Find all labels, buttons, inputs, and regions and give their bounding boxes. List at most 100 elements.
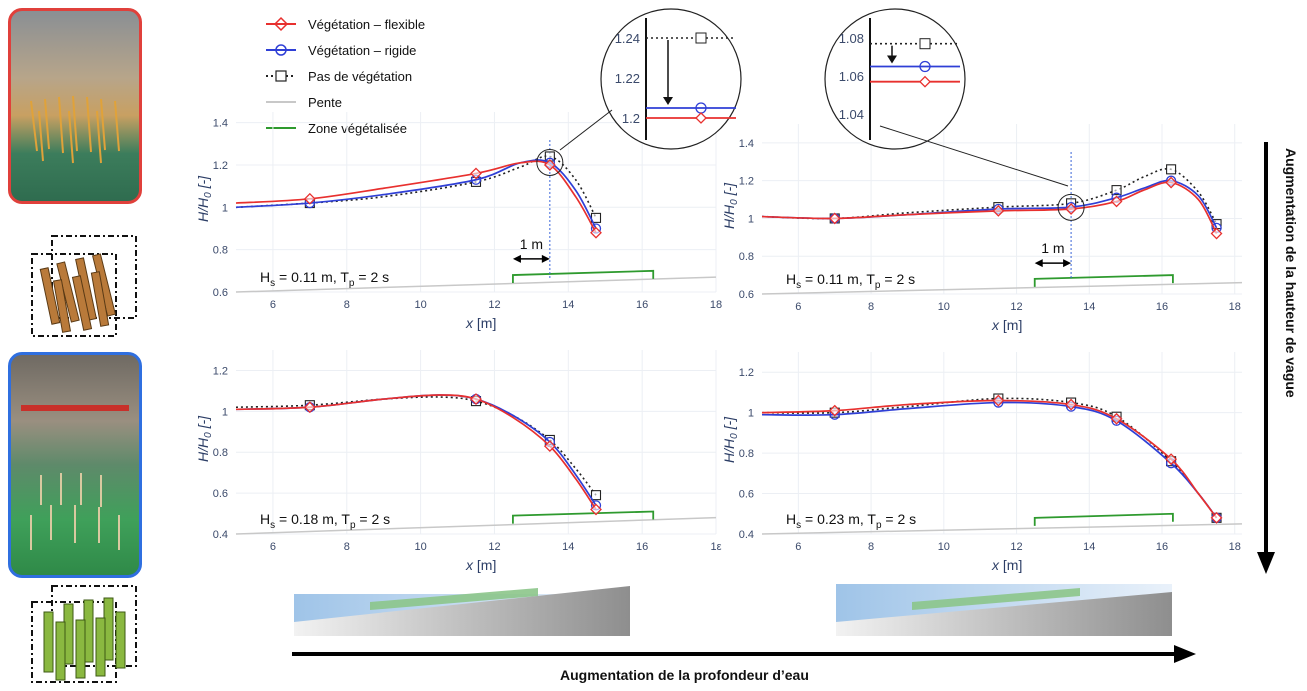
marker-flexible — [992, 204, 1005, 217]
x-tick-label: 16 — [1156, 541, 1168, 553]
vegetation-zone-bracket — [1033, 274, 1174, 287]
legend-flexible-label: Végétation – flexible — [308, 17, 425, 32]
arrow-wave-height — [1257, 142, 1275, 574]
chart-panel-bottom-right: 0.4 0.6 0.8 1 1.2 6 8 10 12 14 16 18 H/H0 [-] x [m] Hs… — [722, 352, 1243, 573]
zoom-inset-top-left: 1.24 1.22 1.2 — [600, 8, 742, 150]
legend-slope-label: Pente — [308, 95, 342, 110]
y-tick-label: 1 — [748, 408, 754, 420]
y-tick-label: 1.4 — [213, 118, 228, 130]
x-tick-label: 12 — [1010, 541, 1022, 553]
slope-line — [761, 523, 1243, 535]
legend-slope: Pente — [266, 95, 342, 110]
x-tick-label: 18 — [1229, 541, 1241, 553]
marker-none — [1166, 164, 1177, 175]
x-tick-label: 6 — [795, 541, 801, 553]
x-axis-label: x [m] — [465, 315, 496, 331]
y-tick-label: 1.2 — [739, 367, 754, 379]
vegetation-zone-bracket — [1033, 512, 1174, 526]
inset-tick-label: 1.2 — [622, 111, 640, 126]
y-tick-label: 0.6 — [739, 489, 754, 501]
x-tick-label: 10 — [414, 541, 426, 553]
legend-none: Pas de végétation — [266, 69, 412, 84]
x-tick-label: 6 — [270, 299, 276, 311]
series-markers-flexible — [828, 394, 1223, 524]
marker-flexible — [992, 394, 1005, 407]
x-tick-label: 1ε — [710, 541, 721, 553]
sketch-flexible-stems — [28, 232, 140, 340]
wave-condition-annotation: Hs = 0.11 m, Tp = 2 s — [260, 269, 389, 289]
vegetation-zone-bracket — [512, 510, 655, 524]
legend-zone: Zone végétalisée — [266, 121, 407, 136]
one-meter-label: 1 m — [520, 236, 543, 252]
slope-line — [235, 516, 717, 535]
photo-rigid-vegetation — [8, 352, 142, 578]
y-tick-label: 0.8 — [739, 448, 754, 460]
y-tick-label: 0.8 — [213, 245, 228, 257]
marker-flexible — [1165, 453, 1178, 466]
chart-panel-bottom-left: 0.4 0.6 0.8 1 1.2 6 8 10 12 14 16 1ε H/H0 [-] x [m] Hs… — [196, 350, 722, 573]
y-tick-label: 1.2 — [739, 176, 754, 188]
y-tick-label: 1 — [748, 213, 754, 225]
x-tick-label: 12 — [488, 299, 500, 311]
y-tick-label: 1.4 — [739, 138, 754, 150]
slope-line — [235, 276, 717, 293]
x-tick-label: 12 — [488, 541, 500, 553]
inset-marker-rigid — [919, 60, 931, 73]
marker-flexible — [590, 503, 602, 516]
depth-sketch-deep — [836, 584, 1172, 636]
y-tick-label: 1 — [222, 202, 228, 214]
y-axis-label: H/H0 [-] — [722, 182, 740, 229]
inset-marker-none — [919, 38, 931, 50]
series-markers-flexible — [828, 176, 1223, 240]
inset-tick-label: 1.24 — [615, 31, 640, 46]
x-axis-label: x [m] — [991, 557, 1022, 573]
marker-flexible — [543, 440, 556, 453]
x-tick-label: 18 — [710, 299, 722, 311]
x-tick-label: 16 — [1156, 301, 1168, 313]
inset-tick-label: 1.04 — [839, 107, 864, 122]
one-meter-arrowhead-left — [1034, 259, 1043, 268]
zoom-inset-top-right: 1.08 1.06 1.04 — [824, 8, 966, 150]
marker-flexible — [1065, 398, 1078, 411]
y-tick-label: 0.4 — [213, 529, 228, 541]
zoom-circle — [536, 148, 564, 176]
marker-none — [590, 490, 602, 501]
y-tick-label: 0.6 — [213, 287, 228, 299]
inset-marker-none — [695, 32, 707, 44]
slope-line — [761, 281, 1243, 295]
marker-none — [1111, 185, 1122, 196]
marker-flexible — [303, 401, 316, 414]
vegetation-zone-bracket — [512, 269, 655, 284]
x-tick-label: 8 — [344, 299, 350, 311]
inset-marker-flexible — [919, 75, 931, 88]
wave-condition-annotation: Hs = 0.11 m, Tp = 2 s — [786, 271, 915, 291]
inset-drop-arrowhead — [887, 55, 897, 64]
legend-rigid: Végétation – rigide — [266, 43, 416, 58]
wave-condition-annotation: Hs = 0.18 m, Tp = 2 s — [260, 511, 390, 531]
y-tick-label: 0.6 — [213, 488, 228, 500]
inset-drop-arrowhead — [663, 97, 673, 105]
x-tick-label: 14 — [1083, 301, 1095, 313]
inset-tick-label: 1.08 — [839, 31, 864, 46]
marker-flexible — [1210, 227, 1223, 240]
x-tick-label: 8 — [868, 301, 874, 313]
series-line-flexible — [761, 181, 1218, 234]
y-tick-label: 0.4 — [739, 529, 754, 541]
y-tick-label: 0.8 — [739, 251, 754, 263]
legend-rigid-label: Végétation – rigide — [308, 43, 416, 58]
marker-flexible — [1065, 203, 1078, 215]
x-tick-label: 8 — [868, 541, 874, 553]
marker-flexible — [590, 226, 602, 239]
marker-flexible — [470, 393, 482, 405]
marker-flexible — [828, 212, 841, 225]
inset-marker-flexible — [695, 112, 707, 124]
x-tick-label: 16 — [636, 299, 648, 311]
sketch-rigid-stems — [28, 582, 140, 686]
legend: Végétation – flexible Végétation – rigid… — [262, 12, 512, 144]
y-axis-label: H/H0 [-] — [196, 175, 214, 222]
x-tick-label: 10 — [938, 301, 950, 313]
depth-sketch-shallow — [294, 584, 630, 636]
series-line-flexible — [761, 399, 1218, 519]
y-tick-label: 1.2 — [213, 160, 228, 172]
series-markers-flexible — [303, 159, 602, 239]
